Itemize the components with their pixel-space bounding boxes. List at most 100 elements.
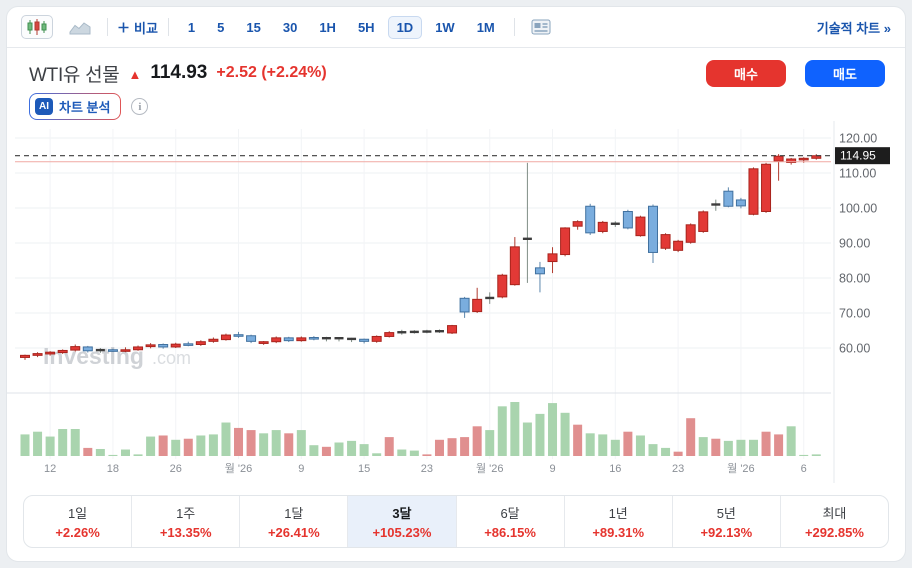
x-axis-label: 16 bbox=[609, 463, 621, 475]
period-label: 6달 bbox=[500, 506, 520, 521]
area-chart-icon bbox=[69, 22, 91, 35]
period-label: 1달 bbox=[284, 506, 304, 521]
candle-body bbox=[660, 234, 671, 249]
volume-bar bbox=[686, 418, 696, 456]
period-5년[interactable]: 5년 +92.13% bbox=[673, 496, 781, 547]
volume-bar bbox=[334, 442, 344, 456]
volume-bar bbox=[359, 444, 369, 456]
volume-bar bbox=[598, 434, 608, 456]
sell-button[interactable]: 매도 bbox=[805, 59, 885, 87]
candlestick-chart-type-button[interactable] bbox=[21, 15, 53, 39]
watermark-suffix: .com bbox=[152, 348, 191, 368]
news-icon bbox=[531, 19, 551, 35]
volume-bar bbox=[673, 451, 683, 456]
interval-1M[interactable]: 1M bbox=[468, 16, 504, 39]
ai-chart-analysis-button[interactable]: AI 차트 분석 bbox=[29, 93, 121, 120]
period-change-value: +105.23% bbox=[372, 525, 432, 540]
candle-doji bbox=[334, 337, 344, 340]
volume-bar bbox=[45, 436, 55, 456]
compare-button[interactable]: 비교 bbox=[118, 18, 158, 37]
candle-body bbox=[32, 353, 43, 356]
candle-body bbox=[271, 337, 282, 343]
info-icon[interactable]: i bbox=[131, 98, 149, 115]
candle-body bbox=[635, 216, 646, 237]
interval-5H[interactable]: 5H bbox=[349, 16, 384, 39]
interval-15[interactable]: 15 bbox=[237, 16, 269, 39]
x-axis-label: 6 bbox=[801, 463, 807, 475]
period-최대[interactable]: 최대 +292.85% bbox=[781, 496, 888, 547]
candle-body bbox=[786, 158, 797, 163]
candle-doji bbox=[409, 330, 419, 334]
candle-body bbox=[509, 246, 520, 286]
candle-body bbox=[233, 334, 244, 337]
candle-body bbox=[585, 205, 596, 234]
x-axis-label: 9 bbox=[298, 463, 304, 475]
period-6달[interactable]: 6달 +86.15% bbox=[457, 496, 565, 547]
toolbar-left-group: 비교 1 5 15 30 1H 5H 1D 1W 1M bbox=[21, 15, 807, 39]
period-1달[interactable]: 1달 +26.41% bbox=[240, 496, 349, 547]
candle-body bbox=[597, 221, 608, 232]
candle-body bbox=[70, 346, 81, 351]
chart-widget-card: 비교 1 5 15 30 1H 5H 1D 1W 1M 기술적 차트 » WTI유 선물 ▲ 1… bbox=[6, 6, 906, 562]
period-change-value: +92.13% bbox=[700, 525, 753, 540]
volume-bar bbox=[560, 412, 570, 456]
technical-chart-link[interactable]: 기술적 차트 » bbox=[816, 20, 891, 36]
candle-doji bbox=[95, 348, 105, 352]
x-axis-label: 월 '26 bbox=[476, 462, 504, 475]
interval-1H[interactable]: 1H bbox=[310, 16, 345, 39]
period-3달[interactable]: 3달 +105.23% bbox=[348, 496, 457, 547]
change-percent: (+2.24%) bbox=[261, 64, 327, 81]
volume-bar bbox=[409, 450, 419, 456]
price-chart[interactable]: 120.00 110.00 100.00 90.00 80.00 70.00 60.00 12… bbox=[7, 121, 905, 483]
volume-bar bbox=[296, 430, 306, 456]
news-panel-button[interactable] bbox=[525, 15, 557, 39]
period-1일[interactable]: 1일 +2.26% bbox=[24, 496, 133, 547]
volume-bar bbox=[774, 434, 784, 456]
chart-toolbar: 비교 1 5 15 30 1H 5H 1D 1W 1M 기술적 차트 » bbox=[7, 7, 905, 48]
volume-bar bbox=[95, 448, 105, 456]
candle-body bbox=[547, 253, 558, 263]
volume-bar bbox=[497, 406, 507, 456]
candle-body bbox=[133, 346, 144, 351]
last-price: 114.93 bbox=[150, 62, 208, 83]
period-1주[interactable]: 1주 +13.35% bbox=[132, 496, 241, 547]
candle-body bbox=[773, 155, 784, 162]
volume-bar bbox=[573, 424, 583, 456]
candle-body bbox=[45, 351, 56, 355]
volume-bar bbox=[246, 430, 256, 456]
x-axis-label: 18 bbox=[107, 463, 119, 475]
candle-body bbox=[283, 337, 294, 342]
ai-analysis-label: 차트 분석 bbox=[59, 100, 111, 115]
area-chart-type-button[interactable] bbox=[63, 15, 97, 39]
volume-bar bbox=[259, 433, 269, 456]
interval-1[interactable]: 1 bbox=[179, 16, 204, 39]
current-price-tag-label: 114.95 bbox=[840, 149, 876, 163]
period-1년[interactable]: 1년 +89.31% bbox=[565, 496, 673, 547]
volume-bar bbox=[711, 438, 721, 456]
volume-bar bbox=[548, 403, 558, 456]
volume-bar bbox=[447, 438, 457, 456]
interval-30[interactable]: 30 bbox=[274, 16, 306, 39]
interval-5[interactable]: 5 bbox=[208, 16, 233, 39]
change-value: +2.52 bbox=[216, 64, 257, 81]
period-label: 1년 bbox=[608, 506, 628, 521]
volume-bar bbox=[33, 431, 43, 456]
interval-1D[interactable]: 1D bbox=[387, 15, 423, 39]
volume-bar bbox=[535, 413, 545, 456]
interval-1W[interactable]: 1W bbox=[426, 16, 464, 39]
buy-button[interactable]: 매수 bbox=[706, 59, 786, 87]
candle-body bbox=[82, 346, 93, 352]
y-axis-label: 90.00 bbox=[839, 237, 870, 251]
volume-bar bbox=[146, 436, 156, 456]
volume-bar bbox=[171, 439, 181, 456]
candle-doji bbox=[610, 222, 620, 225]
ai-analysis-row: AI 차트 분석 i bbox=[7, 90, 905, 121]
volume-bar bbox=[70, 429, 80, 456]
volume-bar bbox=[635, 435, 645, 456]
x-axis-label: 26 bbox=[170, 463, 182, 475]
period-label: 3달 bbox=[392, 506, 412, 521]
candle-body bbox=[723, 190, 734, 207]
volume-bar bbox=[158, 435, 168, 456]
candle-body bbox=[158, 344, 169, 348]
toolbar-divider bbox=[167, 18, 169, 36]
